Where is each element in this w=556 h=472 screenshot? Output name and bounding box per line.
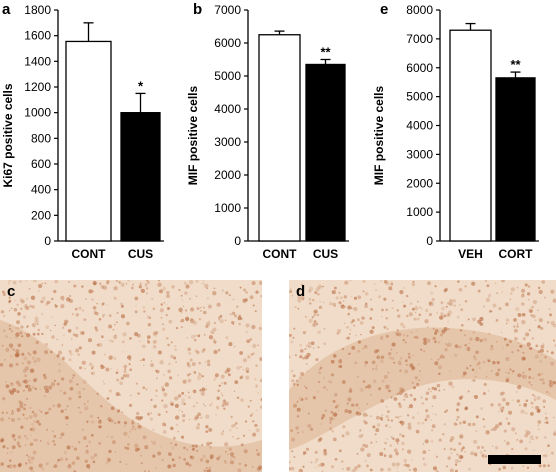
y-tick-label: 4000 <box>406 119 433 133</box>
y-tick-label: 1000 <box>406 205 433 219</box>
y-tick-label: 2000 <box>406 176 433 190</box>
y-tick-label: 3000 <box>406 147 433 161</box>
micrograph-image <box>0 280 262 472</box>
y-tick-label: 6000 <box>214 36 241 50</box>
y-tick-label: 5000 <box>406 90 433 104</box>
y-tick-label: 1000 <box>214 201 241 215</box>
y-tick-label: 2000 <box>214 168 241 182</box>
bar-veh <box>449 29 492 242</box>
y-tick-label: 4000 <box>214 102 241 116</box>
y-tick-label: 1800 <box>24 3 51 17</box>
y-tick-label: 0 <box>234 234 241 248</box>
bar-cont <box>258 34 301 242</box>
micrograph-c: c <box>0 280 262 472</box>
category-label: CONT <box>72 247 107 261</box>
y-tick-label: 400 <box>31 183 51 197</box>
category-label: CUS <box>313 247 338 261</box>
category-label: CONT <box>263 247 298 261</box>
panel-letter-d: d <box>296 283 306 300</box>
y-tick-label: 3000 <box>214 135 241 149</box>
y-axis-label: MIF positive cells <box>186 85 200 185</box>
y-tick-label: 1200 <box>24 80 51 94</box>
bar-cort <box>495 77 536 242</box>
micrograph-d: d <box>289 280 556 472</box>
y-tick-label: 7000 <box>214 3 241 17</box>
y-tick-label: 5000 <box>214 69 241 83</box>
y-tick-label: 8000 <box>406 3 433 17</box>
y-tick-label: 600 <box>31 157 51 171</box>
category-label: CUS <box>128 247 153 261</box>
panel-letter-a: a <box>2 1 11 18</box>
micrograph-image <box>289 280 556 472</box>
bar-cus <box>305 63 346 242</box>
y-tick-label: 1000 <box>24 106 51 120</box>
y-tick-label: 1600 <box>24 29 51 43</box>
category-label: VEH <box>458 247 483 261</box>
significance-marker: ** <box>510 57 521 72</box>
category-label: CORT <box>499 247 534 261</box>
panel-letter-c: c <box>7 283 16 300</box>
y-tick-label: 6000 <box>406 61 433 75</box>
y-tick-label: 7000 <box>406 32 433 46</box>
significance-marker: ** <box>320 45 331 60</box>
y-tick-label: 0 <box>426 234 433 248</box>
significance-marker: * <box>138 78 144 93</box>
bar-cus <box>120 112 161 242</box>
panel-letter-b: b <box>193 1 202 18</box>
y-tick-label: 200 <box>31 208 51 222</box>
scale-bar <box>488 455 541 464</box>
bar-cont <box>65 40 112 242</box>
y-axis-label: MIF positive cells <box>372 85 386 185</box>
y-tick-label: 1400 <box>24 54 51 68</box>
y-axis-label: Ki67 positive cells <box>1 83 15 187</box>
y-tick-label: 800 <box>31 131 51 145</box>
panel-letter-e: e <box>380 1 388 18</box>
y-tick-label: 0 <box>44 234 51 248</box>
